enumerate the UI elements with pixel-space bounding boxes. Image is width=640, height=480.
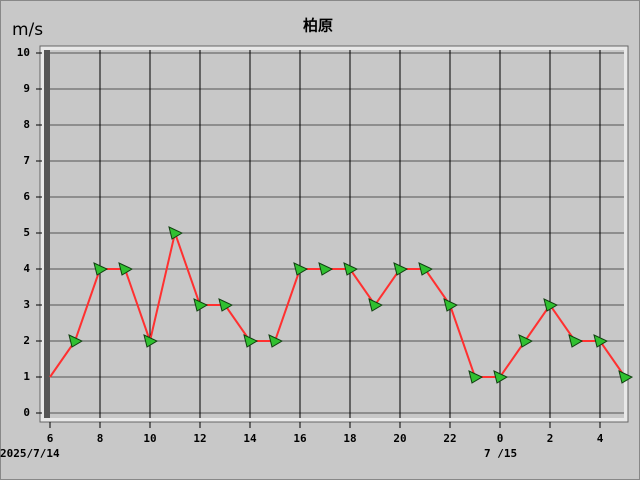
wind-arrow — [393, 262, 409, 276]
date-label: 7 /15 — [484, 447, 517, 460]
wind-arrow — [118, 262, 134, 276]
y-tick-label: 0 — [23, 406, 30, 419]
line — [49, 229, 626, 378]
x-tick-label: 20 — [393, 432, 406, 445]
wind-arrow — [218, 298, 234, 312]
x-tick-label: 12 — [193, 432, 206, 445]
wind-arrow — [293, 262, 309, 276]
wind-arrow — [468, 370, 484, 384]
plot-shadow — [44, 50, 50, 418]
x-tick-label: 10 — [143, 432, 156, 445]
wind-arrow — [243, 334, 259, 348]
wind-arrow — [343, 262, 359, 276]
x-tick-label: 18 — [343, 432, 356, 445]
y-tick-label: 7 — [23, 154, 30, 167]
wind-arrow — [618, 370, 634, 384]
wind-arrow — [593, 334, 609, 348]
wind-arrow — [418, 262, 434, 276]
chart-title: 柏原 — [303, 17, 333, 35]
wind-arrow — [168, 226, 184, 240]
x-tick-label: 14 — [243, 432, 257, 445]
y-tick-label: 1 — [23, 370, 30, 383]
wind-arrow — [68, 334, 84, 348]
wind-arrow — [193, 298, 209, 312]
y-tick-label: 6 — [23, 190, 30, 203]
wind-arrow — [143, 334, 159, 348]
x-tick-label: 22 — [443, 432, 456, 445]
wind-arrow — [568, 334, 584, 348]
y-tick-label: 8 — [23, 118, 30, 131]
date-label: 2025/7/14 — [0, 447, 60, 460]
y-tick-label: 9 — [23, 82, 30, 95]
wind-arrow — [318, 262, 334, 276]
plot-area — [44, 50, 624, 418]
x-tick-label: 8 — [97, 432, 104, 445]
y-tick-label: 4 — [23, 262, 30, 275]
y-tick-label: 2 — [23, 334, 30, 347]
wind-arrow — [93, 262, 109, 276]
wind-arrow — [368, 298, 384, 312]
y-tick-label: 3 — [23, 298, 30, 311]
x-tick-label: 2 — [547, 432, 554, 445]
wind-arrow — [493, 370, 509, 384]
wind-arrow — [268, 334, 284, 348]
x-tick-label: 6 — [47, 432, 54, 445]
x-tick-label: 0 — [497, 432, 504, 445]
wind-arrow — [543, 298, 559, 312]
y-tick-label: 5 — [23, 226, 30, 239]
wind-arrow — [518, 334, 534, 348]
x-tick-label: 16 — [293, 432, 307, 445]
y-tick-label: 10 — [17, 46, 30, 59]
x-tick-label: 4 — [597, 432, 604, 445]
wind-arrow — [443, 298, 459, 312]
y-axis-unit: m/s — [12, 20, 43, 40]
